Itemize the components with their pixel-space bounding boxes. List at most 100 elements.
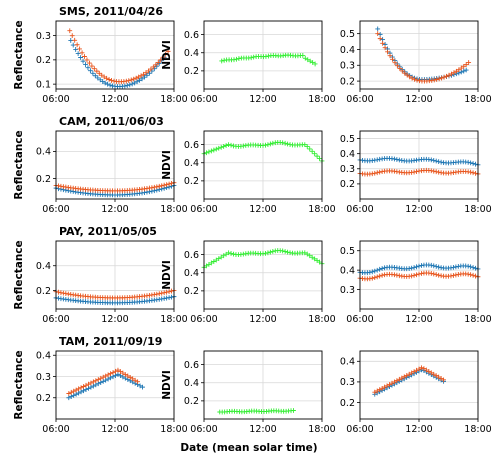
data-point: [392, 379, 397, 385]
data-point: [77, 46, 82, 52]
data-point: [159, 183, 165, 189]
panel-3-3: 06:00 12:00 18:00 0.3 0.4 0.5: [340, 240, 492, 325]
x-tick-label: 12:00: [405, 314, 432, 325]
data-point: [407, 74, 413, 80]
series-green: [219, 52, 318, 67]
data-point: [453, 68, 459, 74]
data-point: [153, 62, 159, 68]
x-tick-label: 18:00: [160, 424, 187, 435]
data-point: [223, 251, 229, 257]
data-point: [73, 387, 79, 393]
data-point: [431, 371, 437, 377]
data-point: [85, 65, 91, 71]
data-point: [307, 58, 313, 64]
data-point: [86, 386, 91, 391]
data-point: [169, 288, 174, 294]
data-point: [138, 73, 144, 79]
data-point: [404, 72, 410, 78]
data-point: [379, 272, 385, 278]
series-blue: [357, 155, 481, 168]
panel-title: PAY, 2011/05/05: [59, 225, 157, 238]
data-point: [436, 76, 442, 82]
data-point: [102, 80, 108, 86]
data-point: [473, 265, 478, 271]
data-point: [166, 181, 172, 187]
data-point: [84, 57, 90, 63]
data-point: [441, 74, 447, 80]
data-point: [458, 65, 464, 71]
series-green: [201, 248, 325, 270]
y-axis-label: NDVI: [161, 260, 173, 290]
data-point: [309, 148, 315, 154]
x-tick-label: 18:00: [160, 314, 187, 325]
y-axis-label: NDVI: [161, 370, 173, 400]
data-point: [118, 369, 123, 374]
panel-2-1: 06:00 12:00 18:00 0.2 0.4 Reflectance CAM, 201…: [13, 115, 188, 215]
data-point: [90, 70, 96, 76]
data-point: [83, 62, 88, 67]
data-point: [302, 55, 308, 61]
data-point: [105, 372, 111, 378]
data-point: [131, 76, 137, 82]
data-point: [226, 250, 231, 256]
panel-4-3: 06:00 12:00 18:00 0.2 0.3 0.4: [340, 350, 492, 435]
data-point: [291, 408, 296, 413]
data-point: [406, 371, 412, 377]
data-point: [451, 264, 456, 270]
y-tick-label: 0.4: [340, 45, 355, 56]
y-tick-label: 0.6: [184, 250, 199, 261]
data-point: [83, 382, 89, 388]
data-point: [396, 376, 402, 382]
data-point: [468, 160, 474, 166]
data-point: [379, 385, 385, 391]
data-point: [76, 390, 82, 396]
data-point: [433, 158, 439, 164]
data-point: [473, 273, 478, 279]
data-point: [399, 375, 405, 381]
data-point: [453, 264, 459, 270]
data-point: [204, 263, 209, 269]
data-point: [394, 63, 400, 69]
data-point: [128, 77, 134, 83]
data-point: [312, 61, 318, 67]
x-tick-label: 18:00: [308, 314, 335, 325]
data-point: [142, 74, 147, 80]
data-point: [158, 57, 164, 63]
x-tick-label: 12:00: [101, 314, 128, 325]
data-point: [147, 70, 152, 76]
data-point: [470, 170, 476, 176]
data-point: [468, 264, 474, 270]
x-tick-label: 06:00: [190, 314, 217, 325]
data-point: [68, 394, 74, 399]
y-axis-label: Reflectance: [13, 240, 25, 309]
x-tick-label: 18:00: [464, 204, 491, 215]
data-point: [436, 264, 442, 270]
data-point: [100, 374, 106, 380]
data-point: [154, 184, 160, 190]
data-point: [433, 373, 439, 379]
data-point: [451, 70, 457, 76]
data-point: [105, 81, 111, 87]
data-point: [377, 266, 383, 272]
data-point: [309, 254, 315, 260]
data-point: [461, 68, 467, 74]
data-point: [208, 148, 214, 154]
data-point: [81, 388, 86, 394]
data-point: [91, 66, 97, 72]
data-point: [78, 389, 84, 395]
data-point: [267, 249, 273, 255]
data-point: [436, 374, 442, 380]
data-point: [379, 266, 385, 271]
data-point: [218, 254, 224, 260]
data-point: [428, 262, 434, 268]
data-point: [285, 141, 290, 147]
data-point: [211, 259, 217, 264]
data-point: [426, 369, 432, 374]
y-tick-label: 0.4: [184, 158, 199, 169]
x-tick-label: 06:00: [346, 314, 373, 325]
x-tick-label: 06:00: [190, 204, 217, 215]
data-point: [470, 272, 476, 278]
data-point: [108, 371, 113, 377]
y-axis-label: Reflectance: [13, 130, 25, 199]
data-point: [148, 66, 154, 72]
